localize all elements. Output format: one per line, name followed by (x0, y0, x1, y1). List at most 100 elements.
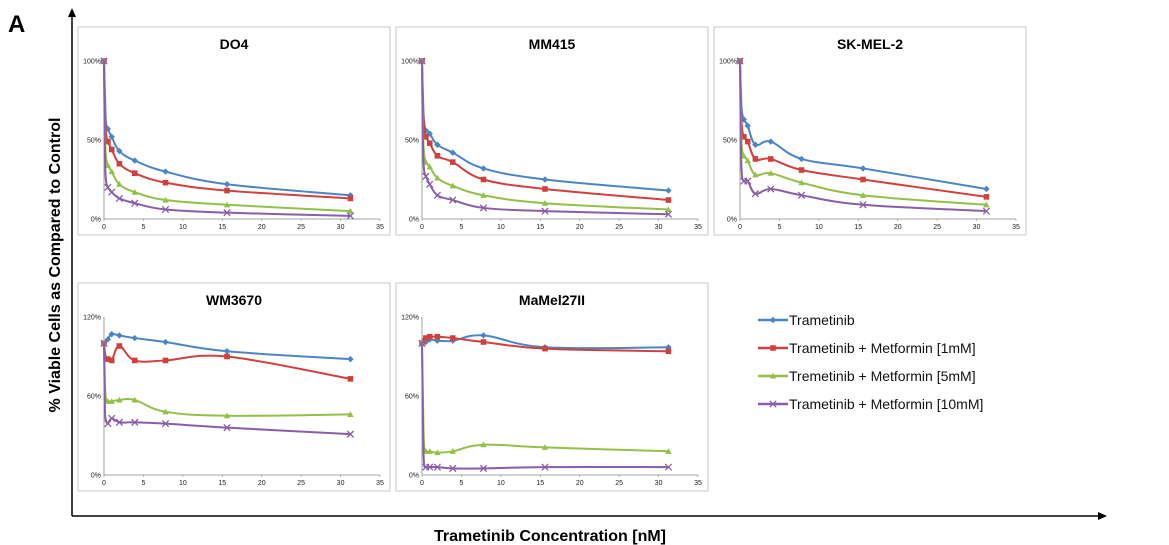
legend-marker (770, 345, 776, 351)
x-tick-label: 20 (576, 480, 584, 487)
data-point (131, 157, 138, 164)
data-point (347, 355, 354, 363)
data-point (108, 188, 116, 196)
data-point (665, 187, 672, 194)
data-point (116, 332, 123, 339)
data-point (744, 122, 751, 129)
data-point (983, 201, 990, 208)
legend-label: Trametinib (789, 312, 855, 328)
series-line (103, 343, 351, 436)
x-tick-label: 20 (258, 480, 266, 487)
data-point (798, 155, 805, 163)
data-point (223, 181, 231, 188)
data-point (423, 134, 429, 140)
x-tick-label: 5 (459, 224, 463, 231)
x-tick-label: 10 (179, 224, 187, 231)
data-point (108, 146, 115, 153)
data-point (426, 140, 433, 146)
x-tick-label: 20 (894, 224, 902, 231)
data-point (433, 463, 442, 471)
data-point (347, 376, 354, 382)
data-point (741, 134, 747, 140)
data-point (426, 448, 433, 454)
x-tick-label: 5 (459, 480, 463, 487)
data-point (449, 448, 456, 454)
data-point (223, 423, 231, 432)
data-point (541, 463, 549, 471)
x-tick-label: 5 (141, 224, 145, 231)
chart-frame (713, 26, 1027, 236)
x-tick-label: 25 (297, 224, 305, 231)
chart-panel-mm415: MM415 0% 50% 100% 0 5 10 15 20 25 30 35 (395, 26, 709, 236)
x-tick-label: 35 (694, 224, 702, 231)
x-tick-label: 0 (420, 480, 424, 487)
series-trametinib-metformin-10mm (418, 339, 673, 473)
x-tick-label: 30 (337, 224, 345, 231)
data-point (223, 209, 231, 217)
x-tick-label: 15 (854, 224, 862, 231)
data-point (767, 138, 774, 145)
data-point (480, 332, 487, 339)
data-point (767, 169, 774, 176)
data-point (664, 210, 673, 218)
x-tick-label: 25 (615, 480, 623, 487)
data-point (541, 200, 549, 206)
y-tick-label: 100% (719, 59, 737, 66)
data-point (161, 419, 170, 428)
data-point (434, 153, 441, 159)
data-point (426, 163, 433, 170)
legend-item-trametinib: Trametinib (758, 312, 855, 328)
data-point (665, 206, 672, 213)
data-point (347, 207, 354, 214)
series-line (421, 60, 669, 216)
legend: Trametinib Trametinib + Metformin [1mM] Tr… (758, 312, 983, 412)
outer-x-axis-arrowhead (1098, 512, 1107, 520)
y-tick-label: 0% (409, 473, 419, 480)
legend-item-tremetinib-metformin-5mm: Tremetinib + Metformin [5mM] (758, 368, 976, 384)
x-tick-label: 25 (297, 480, 305, 487)
data-point (426, 333, 433, 340)
data-point (108, 133, 115, 141)
data-point (479, 204, 488, 212)
data-point (744, 157, 751, 164)
x-tick-label: 0 (420, 224, 424, 231)
y-tick-label: 100% (401, 59, 419, 66)
data-point (347, 411, 354, 417)
y-tick-label: 0% (91, 217, 101, 224)
y-tick-label: 50% (405, 138, 419, 145)
data-point (797, 191, 806, 199)
x-tick-label: 0 (102, 224, 106, 231)
data-point (859, 201, 867, 209)
data-point (346, 212, 355, 220)
legend-item-trametinib-metformin-10mm: Trametinib + Metformin [10mM] (758, 396, 983, 412)
x-tick-label: 35 (376, 480, 384, 487)
data-point (104, 419, 112, 428)
series-trametinib-metformin-10mm (418, 57, 673, 218)
chart-panel-do4: DO4 0% 50% 100% 0 5 10 15 20 25 30 35 (77, 26, 391, 236)
x-tick-label: 15 (536, 480, 544, 487)
data-point (418, 57, 426, 65)
y-tick-label: 0% (91, 473, 101, 480)
legend-marker (769, 400, 777, 408)
data-point (752, 156, 759, 162)
x-tick-label: 30 (337, 480, 345, 487)
x-tick-label: 5 (141, 480, 145, 487)
data-point (542, 186, 548, 192)
data-point (116, 147, 123, 155)
data-point (744, 138, 751, 145)
series-trametinib-metformin-10mm (100, 339, 355, 438)
x-tick-label: 5 (777, 224, 781, 231)
data-point (480, 165, 487, 172)
data-point (434, 449, 441, 456)
data-point (104, 162, 112, 168)
data-point (983, 185, 990, 193)
y-tick-label: 0% (409, 217, 419, 224)
x-tick-label: 35 (694, 480, 702, 487)
data-point (162, 196, 169, 203)
y-axis-label: % Viable Cells as Compared to Control (47, 118, 64, 413)
data-point (105, 356, 111, 362)
x-tick-label: 25 (615, 224, 623, 231)
data-point (480, 339, 487, 345)
legend-marker (769, 372, 777, 379)
data-point (116, 343, 123, 349)
